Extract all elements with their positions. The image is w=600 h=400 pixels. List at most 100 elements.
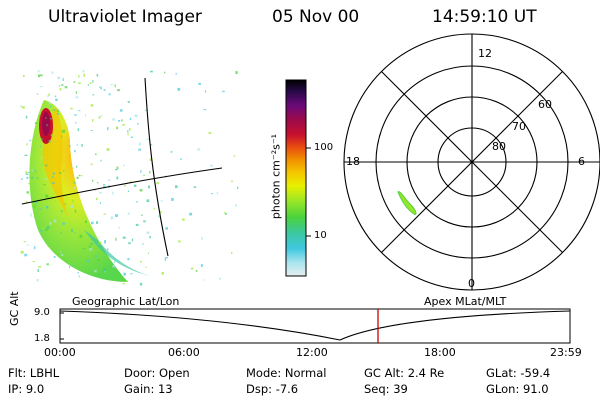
noise-speckle [71,265,73,267]
noise-speckle [41,156,43,159]
noise-speckle [139,189,143,192]
noise-speckle [56,110,59,112]
noise-speckle [135,223,139,226]
info-glon: GLon: 91.0 [486,382,549,396]
noise-speckle [146,231,150,234]
colorbar [285,79,311,277]
noise-speckle [73,81,76,83]
noise-speckle [122,283,125,285]
noise-speckle [48,140,51,143]
noise-speckle [52,172,55,175]
noise-speckle [74,209,77,213]
noise-speckle [25,173,29,175]
noise-speckles [20,70,239,286]
noise-speckle [57,76,60,80]
mlt-label-12: 12 [478,47,492,60]
noise-speckle [133,184,137,187]
noise-speckle [100,115,103,117]
noise-speckle [61,209,64,211]
noise-speckle [146,199,150,203]
noise-speckle [27,171,30,173]
noise-speckle [62,78,64,82]
noise-speckle [208,132,212,134]
noise-speckle [78,75,80,78]
noise-speckle [110,84,114,86]
polar-diagonal-2 [381,71,563,253]
noise-speckle [235,71,238,75]
noise-speckle [193,186,197,188]
noise-speckle [123,272,126,276]
noise-speckle [156,182,159,185]
mlt-label-18: 18 [346,155,360,168]
noise-speckle [34,122,38,124]
noise-speckle [158,215,160,218]
noise-speckle [136,201,138,203]
noise-speckle [92,179,94,182]
noise-speckle [23,241,27,243]
noise-speckle [127,258,130,261]
info-flt: Flt: LBHL [8,366,60,380]
noise-speckle [86,259,90,263]
noise-speckle [30,213,32,217]
noise-speckle [52,176,54,178]
noise-speckle [130,273,133,275]
noise-speckle [225,213,227,215]
noise-speckle [160,200,163,202]
polar-aurora-patch [397,191,417,215]
noise-speckle [164,257,166,261]
noise-speckle [96,269,98,271]
noise-speckle [125,280,128,282]
noise-speckle [138,142,141,146]
noise-speckle [39,208,42,210]
info-mode: Mode: Normal [246,366,327,380]
xtick-1200: 12:00 [296,346,328,359]
noise-speckle [84,220,87,224]
noise-speckle [114,261,116,263]
noise-speckle [108,179,111,181]
noise-speckle [54,95,57,98]
noise-speckle [97,259,100,261]
noise-speckle [80,175,83,177]
noise-speckle [150,70,153,73]
noise-speckle [33,246,36,250]
noise-speckle [27,183,31,185]
noise-speckle [46,263,49,266]
colorbar-label: photon cm⁻²s⁻¹ [269,133,283,220]
noise-speckle [31,176,34,179]
noise-speckle [104,270,106,273]
noise-speckle [107,248,109,251]
noise-speckle [130,136,133,138]
noise-speckle [41,138,43,141]
noise-speckle [61,135,63,138]
noise-speckle [61,210,63,213]
noise-speckle [123,185,127,187]
noise-speckle [71,229,73,232]
noise-speckle [147,185,150,189]
noise-speckle [51,71,54,74]
noise-speckle [36,177,39,180]
noise-speckle [37,70,40,73]
noise-speckle [85,114,86,117]
noise-speckle [36,279,39,282]
noise-speckle [198,82,201,85]
noise-speckle [48,102,52,105]
noise-speckle [160,210,162,214]
noise-speckle [231,180,233,182]
noise-speckle [25,171,27,174]
noise-speckle [210,164,213,167]
noise-speckle [177,87,181,91]
noise-speckle [87,84,89,86]
noise-speckle [20,105,22,108]
noise-speckle [74,150,76,153]
noise-speckle [112,118,115,121]
noise-speckle [26,191,29,194]
noise-speckle [195,270,198,272]
noise-speckle [45,194,48,197]
noise-speckle [170,151,173,153]
noise-speckle [116,126,119,130]
noise-speckle [55,200,57,203]
noise-speckle [235,203,237,207]
noise-speckle [129,117,132,121]
noise-speckle [94,255,97,257]
noise-speckle [46,205,49,209]
